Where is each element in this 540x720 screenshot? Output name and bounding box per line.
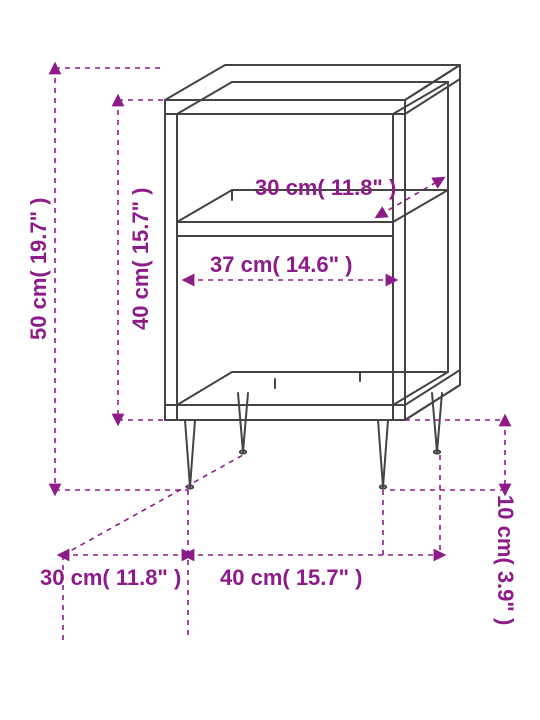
dim-label-total-height: 50 cm( 19.7" ) [26,197,51,340]
cabinet-dimension-diagram: 50 cm( 19.7" ) 40 cm( 15.7" ) 30 cm( 11.… [0,0,540,720]
cabinet-leg [185,420,195,489]
cabinet-leg [378,420,388,489]
dim-label-shelf-depth: 30 cm( 11.8" ) [255,175,396,200]
dim-label-base-depth: 30 cm( 11.8" ) [40,565,181,590]
dimension-annotations: 50 cm( 19.7" ) 40 cm( 15.7" ) 30 cm( 11.… [26,68,518,640]
cabinet-leg [432,393,442,454]
dim-label-base-width: 40 cm( 15.7" ) [220,565,363,590]
dim-label-leg-height: 10 cm( 3.9" ) [493,495,518,625]
dim-label-shelf-width: 37 cm( 14.6" ) [210,252,353,277]
cabinet-leg [238,393,248,454]
dim-label-inner-height: 40 cm( 15.7" ) [128,187,153,330]
